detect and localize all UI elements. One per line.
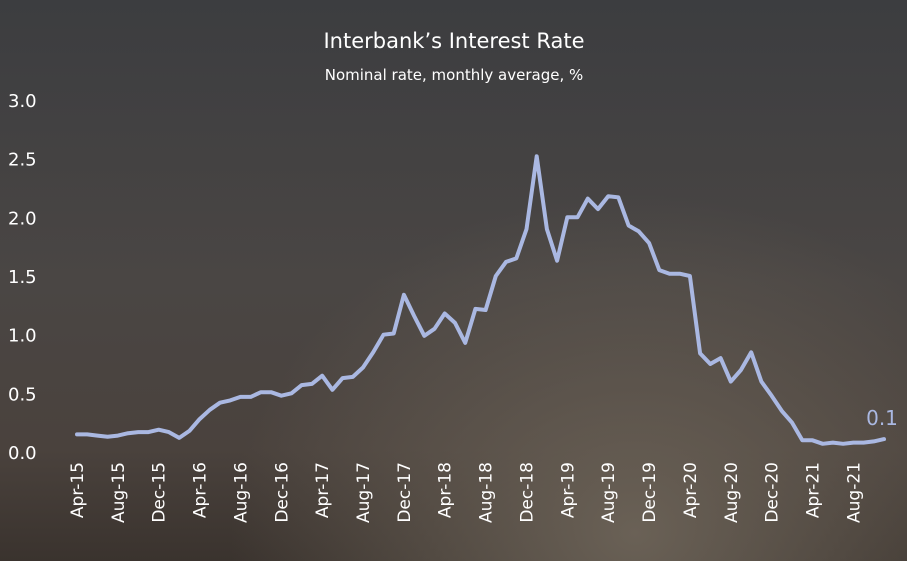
x-tick-label: Dec-20 bbox=[763, 462, 783, 523]
x-tick-label: Apr-17 bbox=[313, 462, 333, 518]
y-tick-label: 1.0 bbox=[8, 326, 37, 347]
y-tick-label: 0.5 bbox=[8, 384, 37, 405]
line bbox=[77, 156, 884, 444]
chart: Interbank’s Interest Rate Nominal rate, … bbox=[0, 0, 907, 561]
x-tick-label: Apr-19 bbox=[558, 462, 578, 518]
x-tick-label: Apr-21 bbox=[803, 462, 823, 518]
x-tick-label: Apr-20 bbox=[681, 462, 701, 518]
x-tick-label: Aug-16 bbox=[231, 462, 251, 523]
y-tick-label: 2.0 bbox=[8, 208, 37, 229]
x-tick-label: Aug-18 bbox=[477, 462, 497, 523]
x-tick-label: Apr-18 bbox=[436, 462, 456, 518]
x-tick-label: Apr-16 bbox=[191, 462, 211, 518]
x-tick-label: Apr-15 bbox=[68, 462, 88, 518]
y-tick-label: 2.5 bbox=[8, 150, 37, 171]
x-tick-label: Dec-16 bbox=[272, 462, 292, 523]
slide: Interbank’s Interest Rate Nominal rate, … bbox=[0, 0, 907, 561]
x-tick-label: Aug-20 bbox=[722, 462, 742, 523]
x-tick-label: Dec-15 bbox=[150, 462, 170, 523]
x-tick-label: Aug-19 bbox=[599, 462, 619, 523]
chart-title: Interbank’s Interest Rate bbox=[323, 29, 584, 53]
x-tick-label: Aug-21 bbox=[844, 462, 864, 523]
x-tick-label: Dec-17 bbox=[395, 462, 415, 523]
chart-subtitle: Nominal rate, monthly average, % bbox=[325, 66, 584, 84]
data-label: 0.1 bbox=[866, 406, 898, 430]
x-tick-label: Dec-19 bbox=[640, 462, 660, 523]
x-tick-label: Aug-15 bbox=[109, 462, 129, 523]
x-tick-label: Dec-18 bbox=[517, 462, 537, 523]
y-tick-label: 0.0 bbox=[8, 443, 37, 464]
x-tick-label: Aug-17 bbox=[354, 462, 374, 523]
y-tick-label: 1.5 bbox=[8, 267, 37, 288]
y-tick-label: 3.0 bbox=[8, 91, 37, 112]
